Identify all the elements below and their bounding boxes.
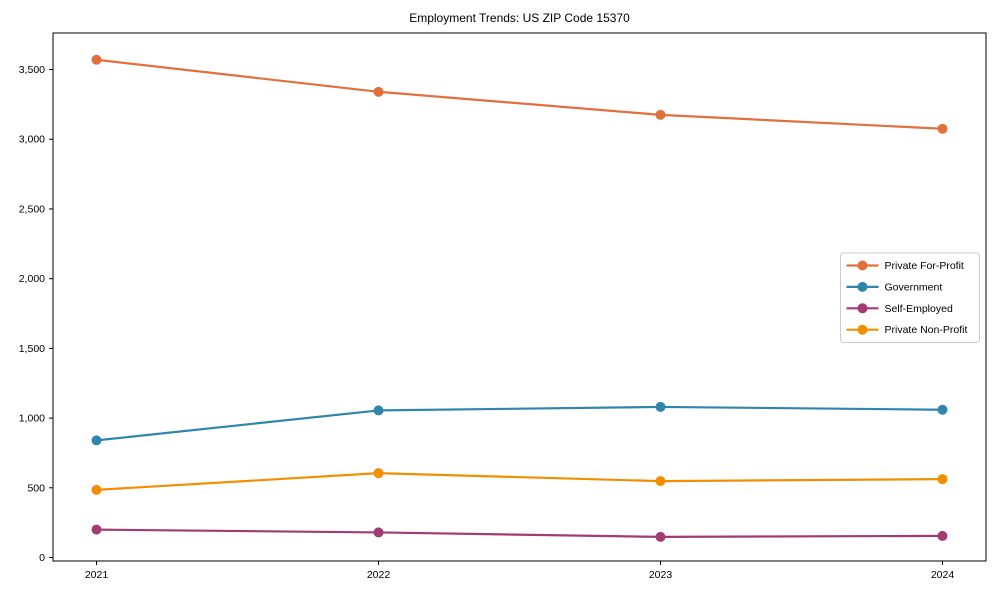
x-tick-label: 2024: [931, 569, 955, 581]
plot-frame: [52, 32, 987, 562]
data-point-government-2024: [937, 404, 948, 415]
legend-label-private-non-profit: Private Non-Profit: [885, 324, 968, 336]
y-tick-label: 1,500: [19, 343, 45, 355]
data-point-self-employed-2022: [373, 527, 384, 538]
legend-label-private-for-profit: Private For-Profit: [885, 260, 964, 272]
data-point-private-for-profit-2024: [937, 123, 948, 134]
series-line-private-for-profit: [95, 58, 944, 130]
y-tick-label: 2,500: [19, 203, 45, 215]
x-tick-label: 2022: [367, 569, 391, 581]
series-line-government: [95, 405, 944, 442]
series-line-private-non-profit: [95, 472, 944, 491]
legend-label-government: Government: [885, 281, 943, 293]
y-tick-label: 2,000: [19, 273, 45, 285]
data-point-self-employed-2021: [91, 524, 102, 535]
series-line-self-employed: [95, 528, 944, 538]
y-tick-label: 3,000: [19, 134, 45, 146]
data-point-private-for-profit-2021: [91, 54, 102, 65]
y-tick-label: 1,000: [19, 413, 45, 425]
data-point-self-employed-2024: [937, 530, 948, 541]
chart-title: Employment Trends: US ZIP Code 15370: [409, 11, 630, 25]
data-point-government-2022: [373, 405, 384, 416]
legend-box: [840, 252, 980, 343]
y-tick-label: 0: [39, 552, 45, 564]
legend-marker-self-employed: [857, 303, 868, 314]
data-point-private-non-profit-2021: [91, 484, 102, 495]
data-point-private-non-profit-2023: [655, 476, 666, 487]
data-point-government-2021: [91, 435, 102, 446]
data-point-private-non-profit-2024: [937, 474, 948, 485]
x-tick-label: 2021: [85, 569, 109, 581]
data-point-government-2023: [655, 401, 666, 412]
data-point-private-for-profit-2023: [655, 109, 666, 120]
y-tick-label: 3,500: [19, 64, 45, 76]
legend-label-self-employed: Self-Employed: [885, 303, 953, 315]
legend-marker-government: [857, 281, 868, 292]
legend-marker-private-non-profit: [857, 324, 868, 335]
y-tick-label: 500: [27, 482, 45, 494]
data-point-private-non-profit-2022: [373, 468, 384, 479]
data-point-private-for-profit-2022: [373, 86, 384, 97]
data-point-self-employed-2023: [655, 531, 666, 542]
legend-marker-private-for-profit: [857, 260, 868, 271]
x-tick-label: 2023: [649, 569, 673, 581]
